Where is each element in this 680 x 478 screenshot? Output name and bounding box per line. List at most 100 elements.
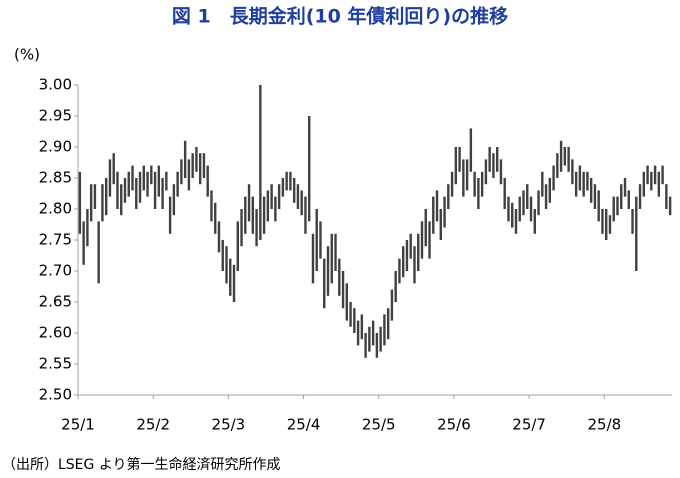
range-bar (135, 178, 138, 209)
range-bar (499, 159, 503, 185)
range-bar (552, 165, 555, 191)
range-bar (420, 221, 424, 259)
y-tick-label: 2.80 (39, 200, 72, 218)
range-bar (514, 209, 518, 234)
x-tick-label: 25/8 (587, 416, 621, 434)
range-bar (518, 196, 521, 222)
range-bar (631, 209, 634, 234)
range-bar (447, 184, 450, 209)
range-bar (556, 153, 559, 178)
range-bar (439, 209, 442, 240)
range-bar (578, 165, 582, 191)
range-bar (653, 165, 657, 185)
range-bar (522, 190, 525, 216)
range-bar (511, 202, 514, 228)
range-bar (364, 333, 367, 358)
range-bar (401, 246, 405, 278)
range-bar (492, 153, 495, 178)
range-bar (176, 171, 179, 197)
range-bar (620, 184, 623, 209)
range-bar (390, 289, 394, 321)
range-bar (405, 240, 409, 271)
range-bar (417, 233, 420, 271)
x-tick-label: 25/4 (287, 416, 321, 434)
range-bar (413, 246, 416, 284)
range-bar (202, 153, 206, 178)
range-bar (296, 184, 300, 209)
range-bar (266, 190, 270, 222)
y-tick-label: 2.75 (39, 231, 72, 249)
range-bar (206, 165, 209, 197)
range-bar (116, 171, 119, 209)
y-tick-label: 2.90 (39, 138, 72, 156)
range-bar (533, 209, 536, 234)
range-bar (503, 178, 506, 209)
range-bar (661, 165, 664, 185)
range-bar (338, 258, 341, 296)
range-bar (586, 171, 589, 191)
range-bar (229, 258, 232, 296)
range-bar (330, 233, 333, 284)
range-bar (146, 171, 149, 197)
range-bar (477, 178, 480, 209)
range-bar (349, 302, 352, 327)
x-tick-label: 25/5 (362, 416, 396, 434)
range-bar (612, 196, 615, 222)
range-bar (605, 209, 608, 240)
y-tick-label: 2.95 (39, 107, 72, 125)
range-bar (646, 165, 649, 185)
range-bar (153, 171, 157, 209)
range-bar (165, 171, 168, 191)
range-bar (270, 184, 273, 209)
y-tick-label: 2.70 (39, 262, 72, 280)
range-bar (262, 196, 266, 234)
range-bar (371, 320, 375, 346)
range-bar (104, 178, 108, 216)
range-bar (210, 190, 213, 222)
range-bar (454, 147, 458, 185)
range-bar (529, 196, 533, 222)
range-bar (571, 159, 574, 185)
range-bar (311, 233, 315, 284)
range-bar (244, 196, 247, 234)
range-bar (292, 178, 296, 203)
range-bar (150, 165, 153, 185)
range-bar (259, 85, 262, 240)
range-bar (157, 165, 161, 197)
range-bar (443, 196, 446, 228)
y-tick-label: 2.60 (39, 324, 72, 342)
range-bar (285, 171, 288, 191)
range-bar (326, 246, 330, 296)
range-bar (559, 140, 563, 172)
y-tick-label: 2.50 (39, 386, 72, 404)
range-bar (480, 171, 484, 197)
y-tick-label: 3.00 (39, 76, 72, 94)
range-bar (473, 171, 476, 197)
range-bar (608, 215, 612, 234)
range-bar (428, 221, 431, 259)
range-bar (589, 178, 593, 203)
range-bar (627, 190, 630, 209)
x-tick-label: 25/7 (512, 416, 546, 434)
range-bar (435, 190, 439, 222)
range-bar (172, 184, 176, 216)
range-bar (319, 221, 322, 259)
range-bar (112, 153, 115, 185)
range-bar (394, 271, 397, 302)
range-bar (526, 184, 529, 209)
range-bar (458, 147, 461, 172)
range-bar (300, 190, 303, 216)
range-bar (341, 271, 345, 309)
range-bar (356, 320, 360, 346)
range-bar (232, 264, 236, 302)
range-bar (161, 178, 164, 209)
range-bar (495, 147, 499, 172)
range-bar (635, 196, 638, 271)
range-bar (195, 147, 198, 172)
range-bar (308, 116, 311, 222)
range-bar (323, 258, 326, 309)
range-bar (616, 196, 619, 216)
range-bar (101, 184, 104, 222)
range-bar (78, 171, 82, 234)
